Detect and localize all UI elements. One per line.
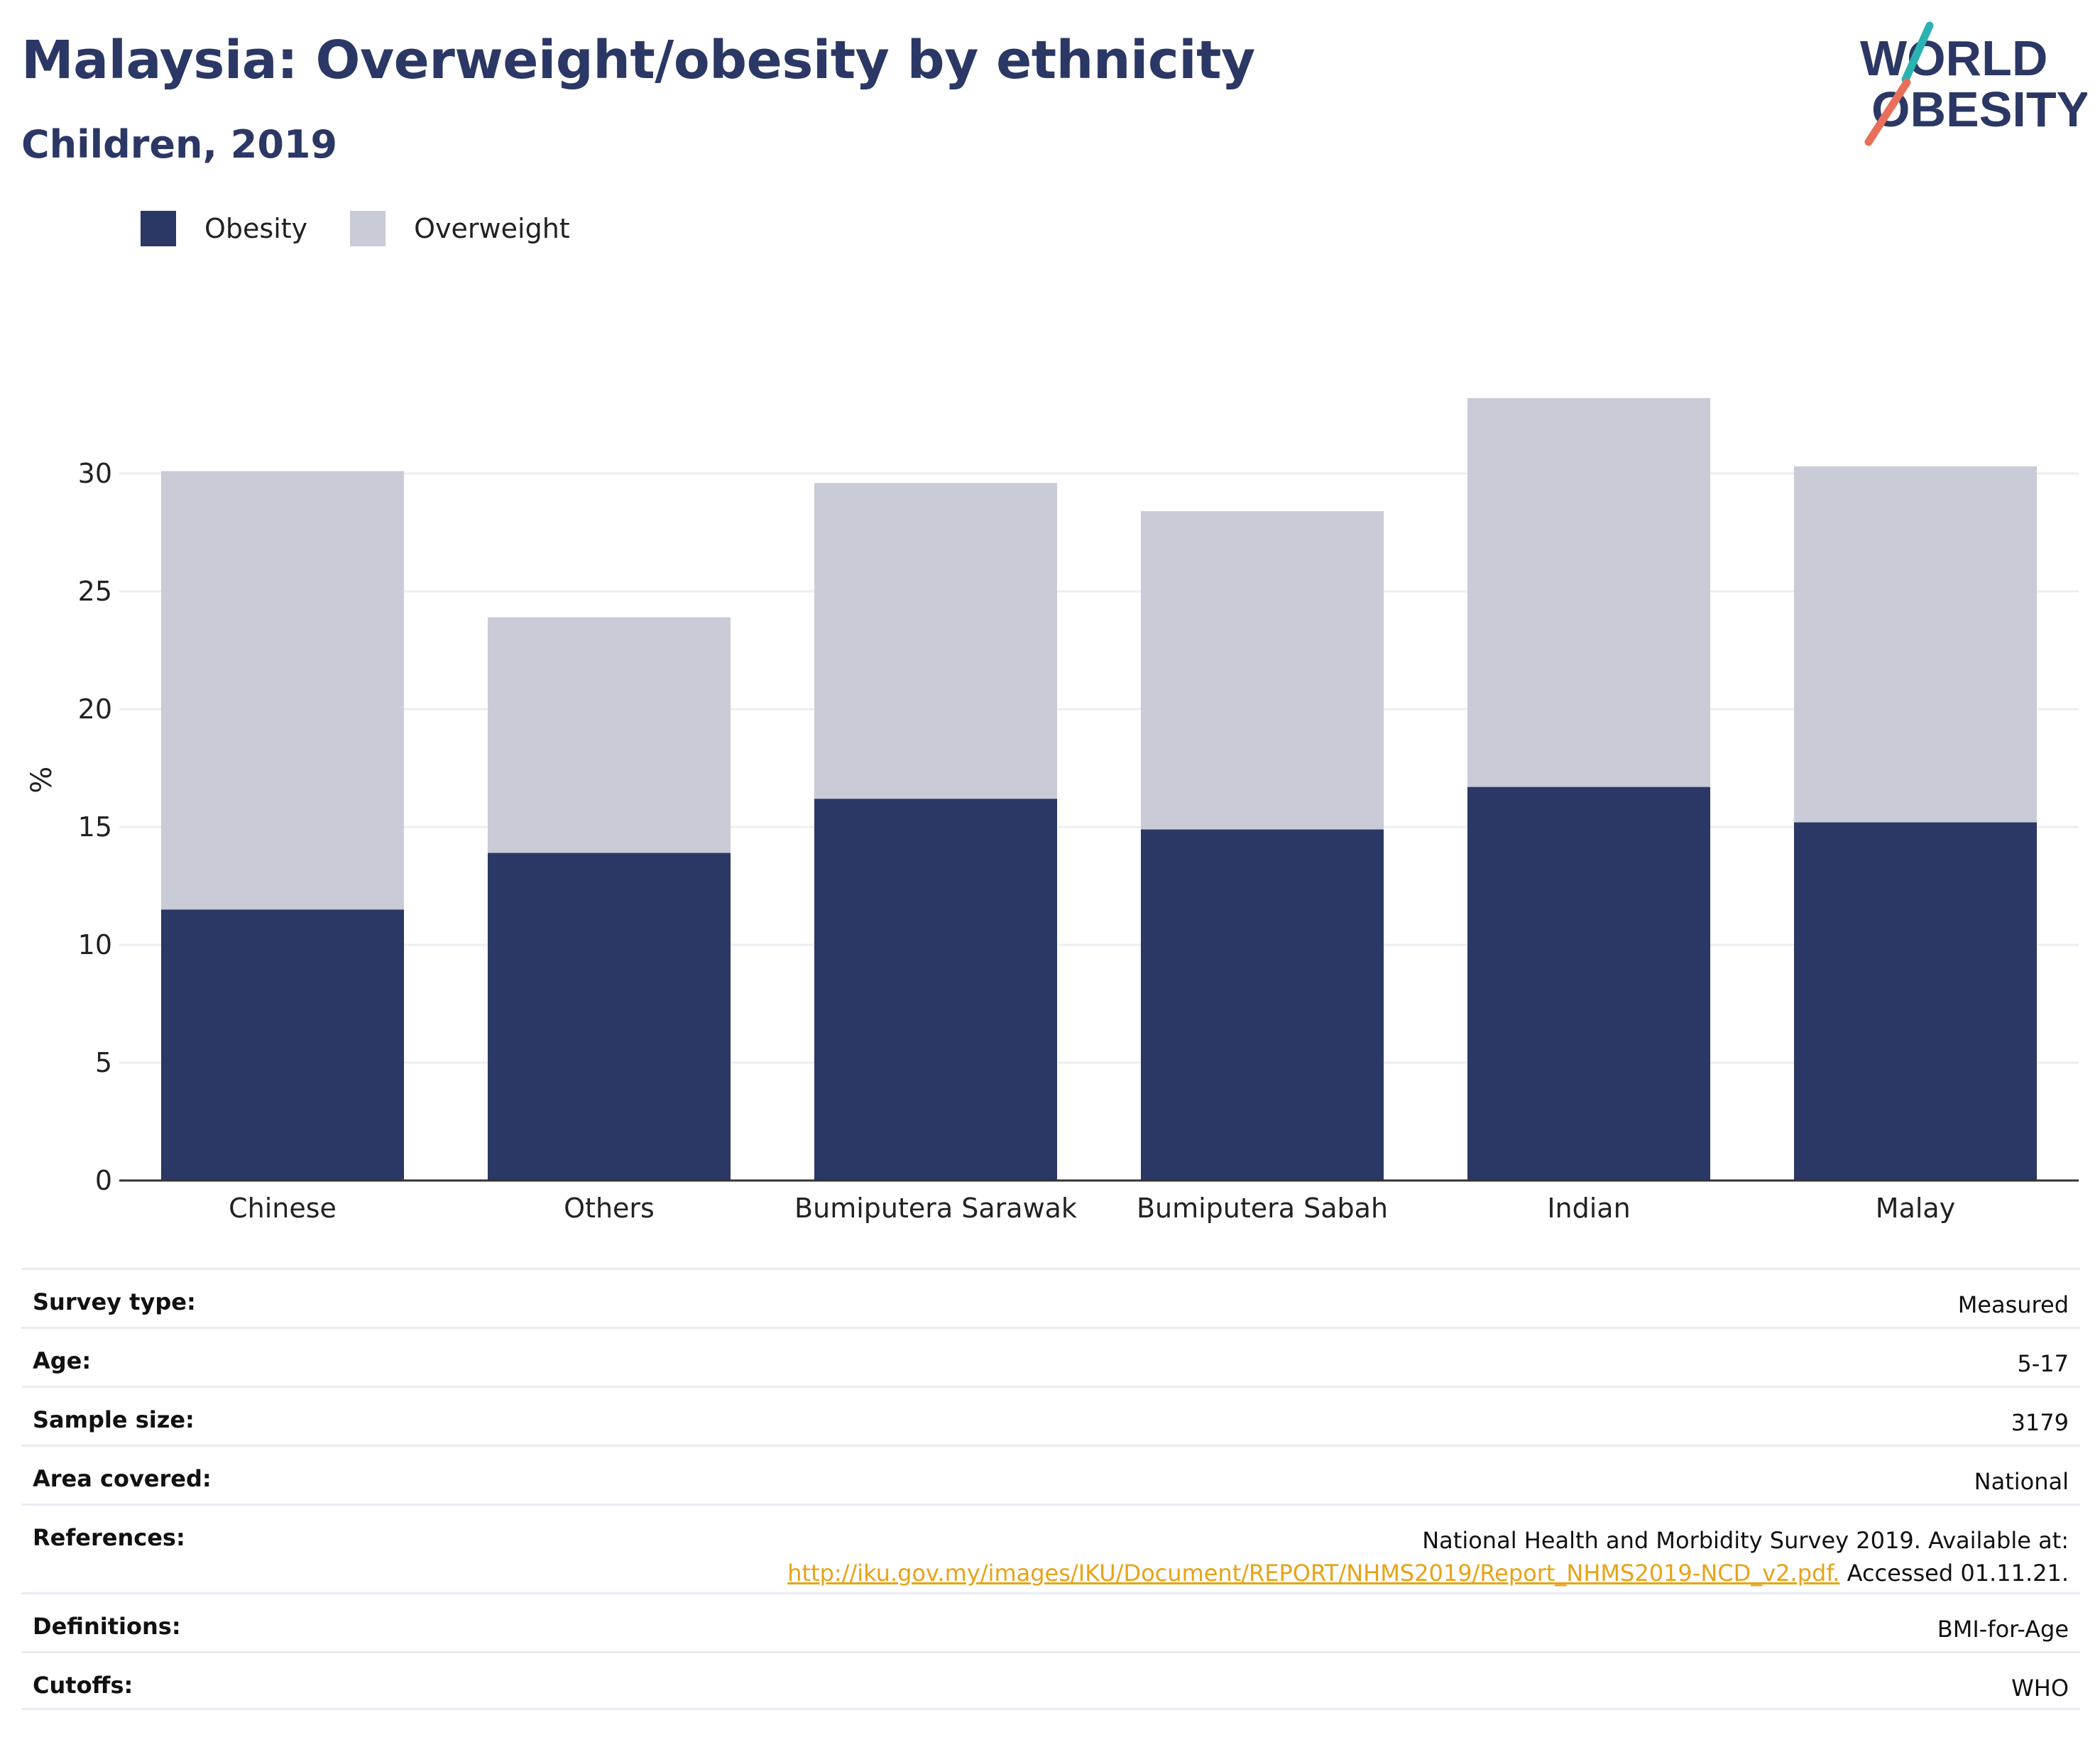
survey-info-table: Survey type: Measured Age: 5-17 Sample s… (21, 1268, 2080, 1710)
chart-title: Malaysia: Overweight/obesity by ethnicit… (21, 30, 1255, 91)
x-tick-label-chinese: Chinese (229, 1193, 337, 1224)
legend-label-overweight: Overweight (414, 213, 570, 244)
info-label-sample-size: Sample size: (33, 1406, 195, 1433)
bar-overweight-chinese (161, 471, 404, 910)
info-value-survey-type: Measured (1957, 1291, 2069, 1318)
logo-text-obesity: OBESITY (1871, 82, 2087, 137)
info-value-area-covered: National (1974, 1468, 2069, 1495)
legend-item-overweight[interactable]: Overweight (350, 211, 570, 246)
legend-item-obesity[interactable]: Obesity (141, 211, 307, 246)
info-label-age: Age: (33, 1347, 92, 1374)
reference-accessed: Accessed 01.11.21. (1839, 1560, 2069, 1587)
info-label-definitions: Definitions: (33, 1613, 181, 1640)
y-tick-label-20: 20 (78, 694, 112, 725)
info-value-definitions: BMI-for-Age (1937, 1616, 2069, 1643)
y-tick-label-5: 5 (95, 1047, 112, 1078)
info-label-references: References: (33, 1524, 185, 1551)
logo-slash-coral (1864, 78, 1911, 146)
x-tick-label-bumiputera-sabah: Bumiputera Sabah (1137, 1193, 1388, 1224)
bar-overweight-indian (1467, 398, 1710, 787)
info-label-cutoffs: Cutoffs: (33, 1672, 133, 1699)
bar-obesity-bumiputera-sarawak (814, 799, 1057, 1181)
logo-slash-teal (1901, 21, 1934, 84)
info-row-cutoffs: Cutoffs: WHO (21, 1651, 2080, 1710)
info-value-cutoffs: WHO (2011, 1675, 2069, 1702)
y-axis-label: % (26, 767, 58, 794)
bar-obesity-indian (1467, 787, 1710, 1181)
world-obesity-logo: WORLD OBESITY (1860, 21, 2087, 146)
chart-subtitle: Children, 2019 (21, 122, 338, 167)
legend-label-obesity: Obesity (204, 213, 308, 244)
bar-overweight-malay (1794, 466, 2037, 823)
bar-obesity-chinese (161, 909, 404, 1181)
bar-obesity-bumiputera-sabah (1141, 829, 1384, 1181)
y-tick-label-0: 0 (95, 1165, 112, 1196)
legend-swatch-overweight (350, 211, 386, 246)
info-label-survey-type: Survey type: (33, 1288, 196, 1315)
x-tick-label-malay: Malay (1876, 1193, 1955, 1224)
x-tick-label-indian: Indian (1547, 1193, 1630, 1224)
info-row-sample-size: Sample size: 3179 (21, 1386, 2080, 1445)
info-value-references: National Health and Morbidity Survey 201… (787, 1506, 2069, 1589)
reference-link[interactable]: http://iku.gov.my/images/IKU/Document/RE… (787, 1560, 1840, 1587)
info-label-area-covered: Area covered: (33, 1465, 212, 1492)
bar-overweight-bumiputera-sarawak (814, 483, 1057, 799)
reference-text: National Health and Morbidity Survey 201… (1422, 1527, 2069, 1554)
y-tick-label-25: 25 (78, 576, 112, 607)
x-tick-label-others: Others (564, 1193, 655, 1224)
logo-text-world: WORLD (1860, 31, 2047, 86)
chart-legend: Obesity Overweight (141, 210, 613, 247)
info-value-age: 5-17 (2017, 1350, 2069, 1377)
y-tick-label-30: 30 (78, 458, 112, 489)
bar-obesity-malay (1794, 822, 2037, 1181)
y-tick-label-10: 10 (78, 929, 112, 960)
bar-obesity-others (488, 853, 731, 1181)
bar-overweight-bumiputera-sabah (1141, 511, 1384, 830)
legend-swatch-obesity (141, 211, 176, 246)
stacked-bar-chart: 0 5 10 15 20 25 30% Chinese Others Bumiputera Sar… (26, 398, 2079, 1224)
x-tick-label-bumiputera-sarawak: Bumiputera Sarawak (794, 1193, 1077, 1224)
bar-overweight-others (488, 617, 731, 853)
info-value-sample-size: 3179 (2011, 1409, 2069, 1436)
info-row-references: References: National Health and Morbidit… (21, 1504, 2080, 1592)
y-tick-label-15: 15 (78, 811, 112, 843)
info-row-area-covered: Area covered: National (21, 1445, 2080, 1504)
info-row-definitions: Definitions: BMI-for-Age (21, 1592, 2080, 1651)
info-row-survey-type: Survey type: Measured (21, 1268, 2080, 1327)
info-row-age: Age: 5-17 (21, 1327, 2080, 1386)
